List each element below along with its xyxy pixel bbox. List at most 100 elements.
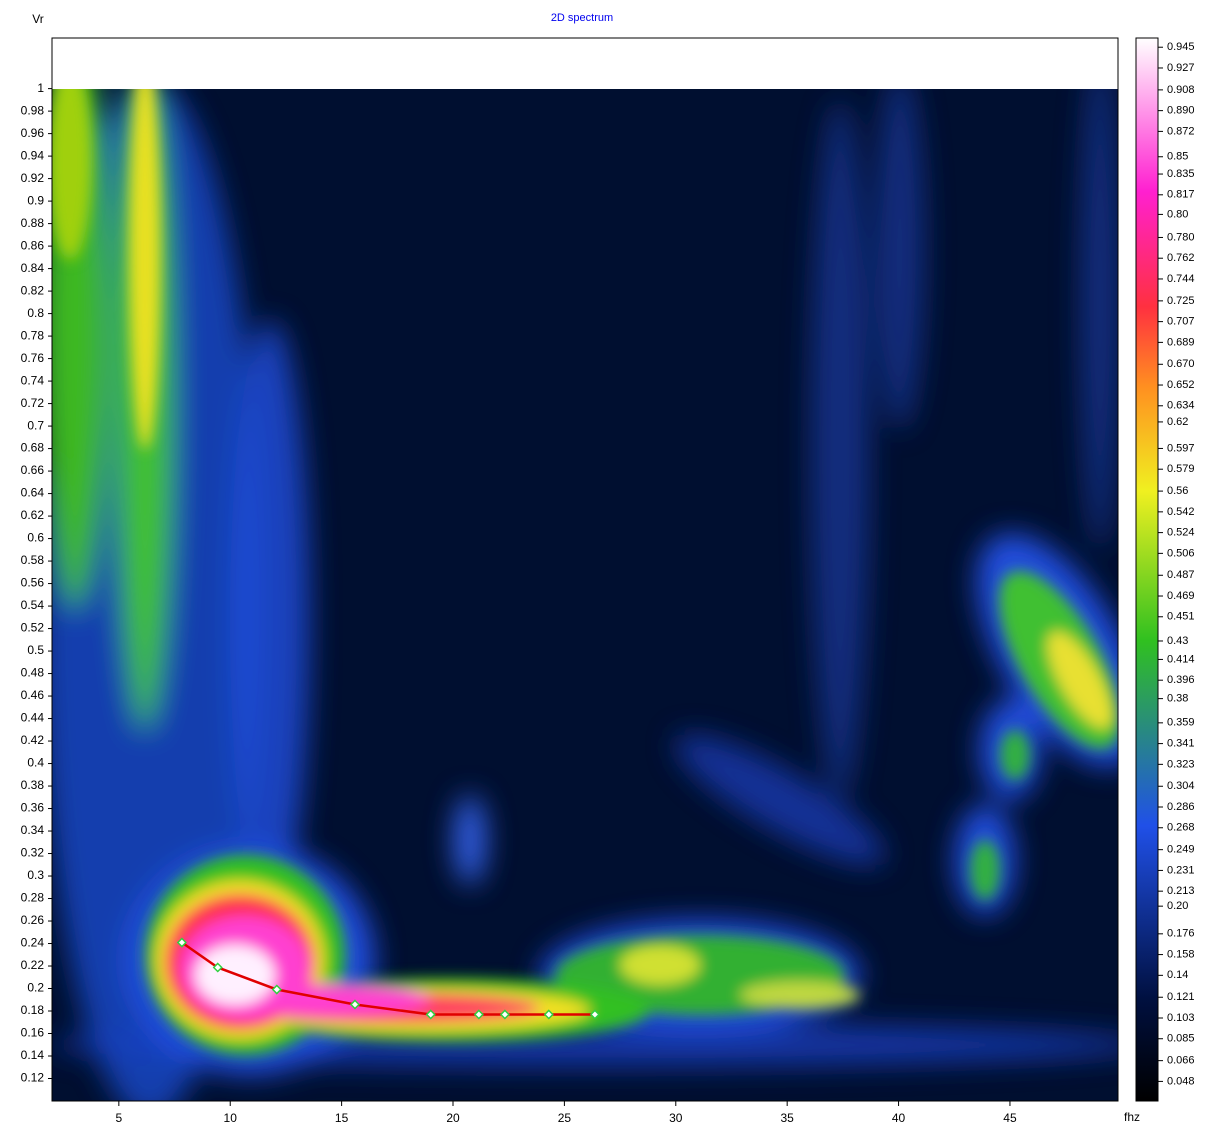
x-tick-label: 15 xyxy=(335,1111,349,1125)
colorbar-tick-label: 0.085 xyxy=(1167,1033,1195,1045)
y-tick-label: 0.9 xyxy=(27,193,44,207)
curve-point xyxy=(543,1009,554,1020)
x-tick-label: 40 xyxy=(892,1111,906,1125)
curve-point xyxy=(271,984,282,995)
curve-point xyxy=(499,1009,510,1020)
colorbar-tick-label: 0.817 xyxy=(1167,189,1195,201)
y-tick-label: 0.56 xyxy=(21,576,45,590)
colorbar-tick-label: 0.542 xyxy=(1167,506,1195,518)
y-tick-label: 0.14 xyxy=(21,1048,45,1062)
y-tick-label: 0.78 xyxy=(21,328,45,342)
y-tick-label: 0.16 xyxy=(21,1026,45,1040)
colorbar-tick-label: 0.103 xyxy=(1167,1012,1195,1024)
y-tick-label: 0.3 xyxy=(27,868,44,882)
y-tick-label: 0.62 xyxy=(21,508,45,522)
y-tick-label: 0.74 xyxy=(21,373,45,387)
y-tick-label: 0.92 xyxy=(21,171,45,185)
y-tick-label: 0.34 xyxy=(21,823,45,837)
y-tick-label: 0.44 xyxy=(21,711,45,725)
y-tick-label: 0.66 xyxy=(21,463,45,477)
colorbar-tick-label: 0.231 xyxy=(1167,864,1195,876)
colorbar-tick-label: 0.176 xyxy=(1167,928,1195,940)
colorbar-tick-label: 0.725 xyxy=(1167,295,1195,307)
y-tick-label: 0.82 xyxy=(21,283,45,297)
y-tick-label: 0.48 xyxy=(21,666,45,680)
y-tick-label: 0.52 xyxy=(21,621,45,635)
colorbar-tick-label: 0.908 xyxy=(1167,84,1195,96)
y-tick-label: 0.46 xyxy=(21,688,45,702)
x-tick-label: 25 xyxy=(558,1111,572,1125)
colorbar-tick-label: 0.323 xyxy=(1167,758,1195,770)
colorbar-tick-label: 0.048 xyxy=(1167,1075,1195,1087)
colorbar-tick-label: 0.066 xyxy=(1167,1055,1195,1067)
colorbar-tick-label: 0.890 xyxy=(1167,105,1195,117)
y-tick-label: 0.88 xyxy=(21,216,45,230)
colorbar-tick-label: 0.14 xyxy=(1167,969,1188,981)
y-tick-label: 0.18 xyxy=(21,1003,45,1017)
y-tick-label: 0.76 xyxy=(21,351,45,365)
colorbar-tick-label: 0.359 xyxy=(1167,717,1195,729)
x-tick-label: 35 xyxy=(780,1111,794,1125)
y-tick-label: 0.86 xyxy=(21,238,45,252)
y-tick-label: 0.38 xyxy=(21,778,45,792)
colorbar-tick-label: 0.43 xyxy=(1167,635,1188,647)
colorbar-tick-label: 0.268 xyxy=(1167,822,1195,834)
colorbar-tick-label: 0.762 xyxy=(1167,252,1195,264)
colorbar-tick-label: 0.634 xyxy=(1167,400,1195,412)
colorbar-tick-label: 0.469 xyxy=(1167,590,1195,602)
y-tick-label: 0.94 xyxy=(21,148,45,162)
y-tick-label: 0.2 xyxy=(27,981,44,995)
curve-point xyxy=(349,999,361,1010)
y-tick-label: 0.84 xyxy=(21,261,45,275)
colorbar-tick-label: 0.396 xyxy=(1167,674,1195,686)
y-tick-label: 0.5 xyxy=(27,643,44,657)
x-tick-label: 20 xyxy=(446,1111,460,1125)
y-tick-label: 0.68 xyxy=(21,441,45,455)
y-tick-label: 0.12 xyxy=(21,1071,45,1085)
y-tick-label: 0.36 xyxy=(21,801,45,815)
colorbar-tick-label: 0.945 xyxy=(1167,41,1195,53)
colorbar-tick-label: 0.249 xyxy=(1167,844,1195,856)
curve-point xyxy=(176,937,187,948)
y-tick-label: 0.54 xyxy=(21,598,45,612)
y-tick-label: 0.32 xyxy=(21,846,45,860)
y-tick-label: 0.58 xyxy=(21,553,45,567)
colorbar-tick-label: 0.38 xyxy=(1167,693,1188,705)
y-axis-label: Vr xyxy=(32,12,44,26)
colorbar-tick-label: 0.652 xyxy=(1167,379,1195,391)
x-tick-label: 45 xyxy=(1003,1111,1017,1125)
y-tick-label: 0.24 xyxy=(21,936,45,950)
y-tick-label: 0.98 xyxy=(21,103,45,117)
colorbar-tick-label: 0.286 xyxy=(1167,801,1195,813)
x-tick-label: 30 xyxy=(669,1111,683,1125)
colorbar-tick-label: 0.304 xyxy=(1167,780,1195,792)
y-tick-label: 0.6 xyxy=(27,531,44,545)
curve-point xyxy=(425,1009,436,1020)
colorbar-tick-label: 0.927 xyxy=(1167,62,1195,74)
colorbar-tick-label: 0.579 xyxy=(1167,463,1195,475)
x-axis-label: fhz xyxy=(1124,1110,1140,1124)
y-tick-label: 0.96 xyxy=(21,126,45,140)
colorbar-tick-label: 0.744 xyxy=(1167,273,1195,285)
y-tick-label: 0.22 xyxy=(21,958,45,972)
colorbar-tick-label: 0.121 xyxy=(1167,991,1195,1003)
colorbar-tick-label: 0.872 xyxy=(1167,125,1195,137)
curve-point xyxy=(589,1009,600,1020)
y-tick-label: 0.72 xyxy=(21,396,45,410)
curve-point xyxy=(473,1009,484,1020)
colorbar-tick-label: 0.414 xyxy=(1167,653,1195,665)
y-tick-label: 0.8 xyxy=(27,306,44,320)
colorbar-tick-label: 0.85 xyxy=(1167,151,1188,163)
colorbar-tick-label: 0.62 xyxy=(1167,416,1188,428)
curve-point xyxy=(212,962,223,973)
x-tick-label: 10 xyxy=(224,1111,238,1125)
colorbar-tick-label: 0.670 xyxy=(1167,358,1195,370)
colorbar-tick-label: 0.506 xyxy=(1167,547,1195,559)
y-tick-label: 0.42 xyxy=(21,733,45,747)
colorbar-tick-label: 0.780 xyxy=(1167,231,1195,243)
chart-title: 2D spectrum xyxy=(551,12,613,24)
colorbar-tick-label: 0.56 xyxy=(1167,485,1188,497)
colorbar-tick-label: 0.487 xyxy=(1167,569,1195,581)
plot-frame xyxy=(51,37,1119,1102)
